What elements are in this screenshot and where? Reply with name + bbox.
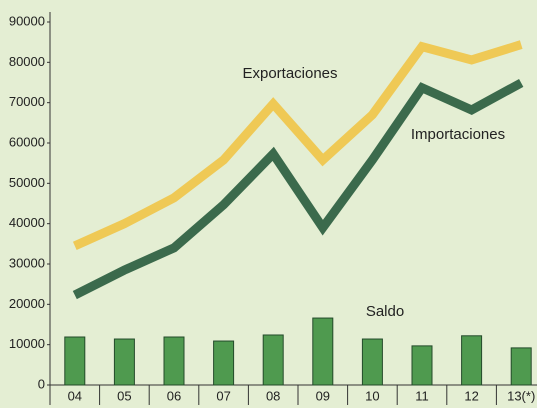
bar xyxy=(113,338,135,386)
line xyxy=(72,40,523,250)
series-label: Saldo xyxy=(366,303,404,320)
x-tick-label: 12 xyxy=(464,388,478,403)
x-tick-label: 05 xyxy=(117,388,131,403)
x-tick-label: 08 xyxy=(266,388,280,403)
x-tick-label: 04 xyxy=(68,388,82,403)
bar xyxy=(64,336,86,386)
x-tick-label: 10 xyxy=(365,388,379,403)
bar xyxy=(163,336,185,386)
y-tick-label: 40000 xyxy=(9,215,45,230)
bar xyxy=(461,335,483,386)
x-tick-label: 11 xyxy=(415,388,429,403)
x-tick-label: 07 xyxy=(216,388,230,403)
bar xyxy=(312,317,334,386)
y-tick-label: 50000 xyxy=(9,175,45,190)
line xyxy=(72,78,524,300)
y-tick-label: 30000 xyxy=(9,255,45,270)
bar xyxy=(213,340,235,386)
y-tick-label: 0 xyxy=(38,376,45,391)
y-tick-label: 10000 xyxy=(9,336,45,351)
bar xyxy=(262,334,284,386)
y-tick-label: 90000 xyxy=(9,13,45,28)
x-tick-label: 06 xyxy=(167,388,181,403)
x-tick-label: 13(*) xyxy=(507,388,535,403)
series-label: Exportaciones xyxy=(242,65,337,82)
bar xyxy=(411,345,433,386)
y-tick-label: 70000 xyxy=(9,94,45,109)
bar xyxy=(510,347,532,386)
x-tick-label: 09 xyxy=(316,388,330,403)
series-label: Importaciones xyxy=(411,126,505,143)
y-tick-label: 60000 xyxy=(9,134,45,149)
y-tick-label: 80000 xyxy=(9,54,45,69)
y-tick-label: 20000 xyxy=(9,296,45,311)
bar xyxy=(361,338,383,386)
